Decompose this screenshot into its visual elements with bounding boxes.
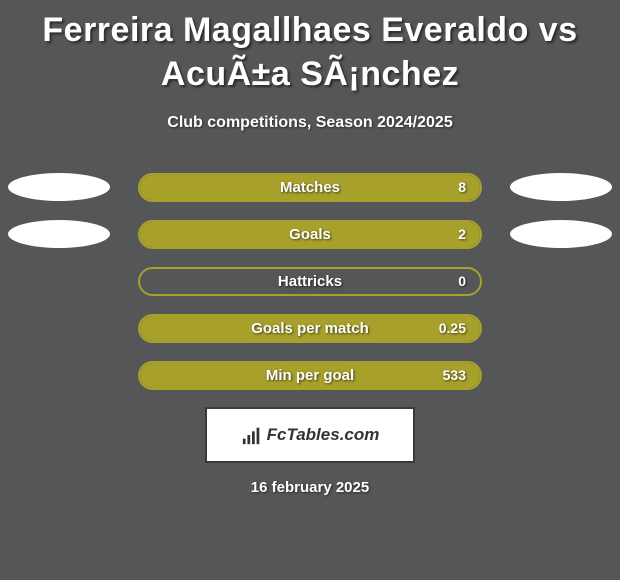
- stat-bar: Min per goal 533: [138, 361, 482, 390]
- player-right-ellipse: [510, 173, 612, 201]
- player-left-ellipse: [8, 173, 110, 201]
- stat-value-right: 533: [443, 367, 466, 383]
- stat-row: Goals per match 0.25: [0, 313, 620, 343]
- player-left-ellipse: [8, 220, 110, 248]
- stat-bar: Goals 2: [138, 220, 482, 249]
- stat-value-right: 0.25: [439, 320, 466, 336]
- page-subtitle: Club competitions, Season 2024/2025: [0, 114, 620, 132]
- footer-brand-text: FcTables.com: [267, 425, 380, 445]
- stat-label: Min per goal: [266, 367, 354, 384]
- stat-bar: Goals per match 0.25: [138, 314, 482, 343]
- stat-row: Min per goal 533: [0, 360, 620, 390]
- stat-bar: Matches 8: [138, 173, 482, 202]
- stat-label: Matches: [280, 179, 340, 196]
- player-right-ellipse: [510, 220, 612, 248]
- stat-bar: Hattricks 0: [138, 267, 482, 296]
- stat-value-right: 8: [458, 179, 466, 195]
- stat-row: Goals 2: [0, 219, 620, 249]
- stat-row: Hattricks 0: [0, 266, 620, 296]
- chart-icon: [241, 424, 263, 446]
- footer-badge: FcTables.com: [205, 407, 415, 463]
- stat-row: Matches 8: [0, 172, 620, 202]
- stat-value-right: 0: [458, 273, 466, 289]
- stat-value-right: 2: [458, 226, 466, 242]
- stats-container: Matches 8 Goals 2 Hattricks 0 Goals per match 0…: [0, 172, 620, 390]
- stat-label: Goals: [289, 226, 331, 243]
- footer-date: 16 february 2025: [0, 479, 620, 496]
- stat-label: Goals per match: [251, 320, 369, 337]
- stat-label: Hattricks: [278, 273, 342, 290]
- page-title: Ferreira Magallhaes Everaldo vs AcuÃ±a S…: [0, 0, 620, 96]
